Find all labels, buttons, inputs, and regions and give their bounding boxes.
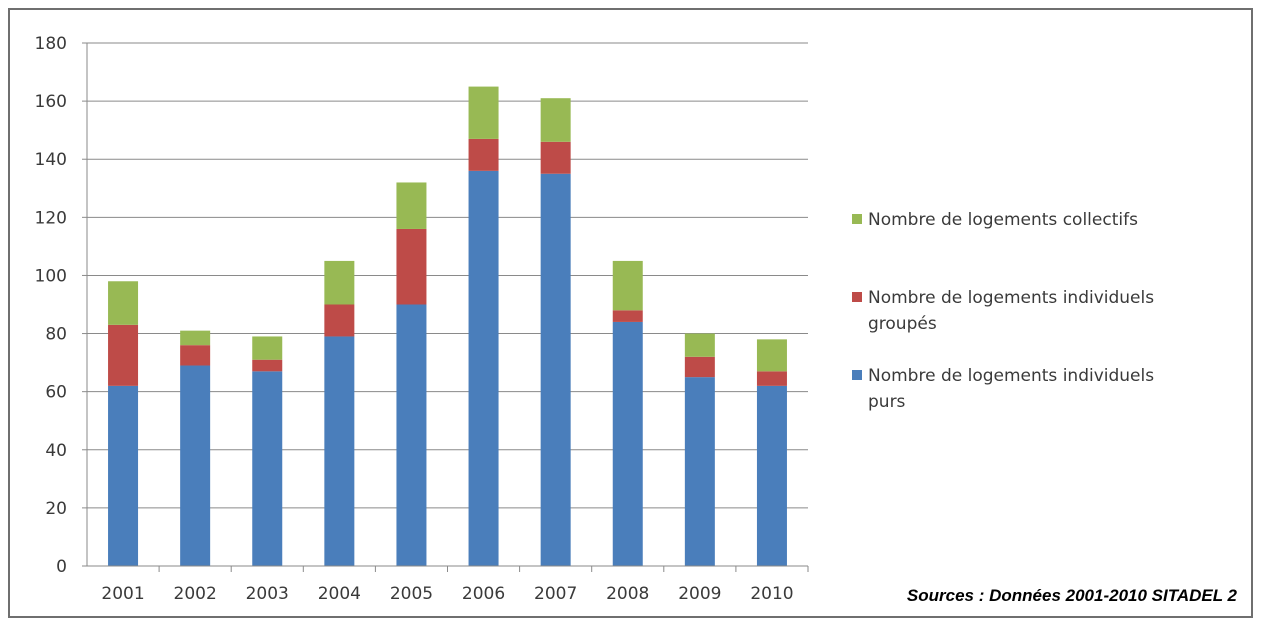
bar-2004-series-1 [324,304,355,337]
legend-label-series-0: Nombre de logements individuels purs [868,366,1154,412]
legend-swatch-series-0 [852,370,862,380]
x-tick-label-2006: 2006 [462,584,505,604]
bar-2009-series-2 [684,333,715,357]
x-tick-label-2002: 2002 [174,584,217,604]
bar-2003-series-0 [252,371,283,566]
bar-2002-series-2 [180,330,211,346]
bar-2004-series-0 [324,336,355,566]
bar-2006-series-1 [468,138,499,171]
bar-2008-series-0 [612,321,643,566]
stacked-bar-chart: 0 20 40 60 80 100 120 140 160 180 2001 2002 2003 2004… [35,34,1155,604]
bar-2010-series-1 [756,371,787,386]
bar-2010-series-2 [756,339,787,372]
y-tick-label-160: 160 [35,92,67,112]
y-tick-label-40: 40 [45,441,67,461]
bar-2001-series-1 [108,324,139,386]
y-tick-label-120: 120 [35,208,67,228]
y-tick-label-180: 180 [35,34,67,54]
x-tick-label-2005: 2005 [390,584,433,604]
bar-2010-series-0 [756,385,787,566]
bar-2001-series-2 [108,281,139,325]
bar-2004-series-2 [324,260,355,305]
bar-2002-series-0 [180,365,211,566]
axes: 0 20 40 60 80 100 120 140 160 180 2001 2002 2003 2004… [35,34,809,604]
y-tick-label-0: 0 [56,557,67,577]
legend-swatch-series-1 [852,292,862,302]
legend-label-series-2: Nombre de logements collectifs [868,210,1138,230]
x-tick-label-2009: 2009 [678,584,721,604]
chart-frame: 0 20 40 60 80 100 120 140 160 180 2001 2002 2003 2004… [8,8,1253,618]
bar-2005-series-2 [396,182,427,229]
bar-2009-series-0 [684,377,715,566]
x-tick-label-2001: 2001 [101,584,144,604]
y-tick-label-20: 20 [45,499,67,519]
legend-label-series-1: Nombre de logements individuels groupés [868,288,1154,334]
bar-2003-series-1 [252,359,283,372]
y-tick-label-100: 100 [35,266,67,286]
bar-2005-series-0 [396,304,427,566]
y-tick-label-80: 80 [45,325,67,345]
x-tick-label-2008: 2008 [606,584,649,604]
bar-2007-series-1 [540,141,571,174]
x-tick-label-2007: 2007 [534,584,577,604]
bars [108,86,787,566]
x-tick-label-2004: 2004 [318,584,361,604]
bar-2007-series-0 [540,173,571,566]
y-tick-label-140: 140 [35,150,67,170]
bar-2006-series-2 [468,86,499,139]
bar-2008-series-2 [612,260,643,311]
source-note: Sources : Données 2001-2010 SITADEL 2 [906,586,1237,605]
y-tick-label-60: 60 [45,383,67,403]
x-tick-label-2010: 2010 [750,584,793,604]
bar-2008-series-1 [612,310,643,322]
bar-2007-series-2 [540,98,571,142]
legend-swatch-series-2 [852,214,862,224]
bar-2001-series-0 [108,385,139,566]
bar-2003-series-2 [252,336,283,360]
bar-2005-series-1 [396,228,427,305]
legend: Nombre de logements collectifs Nombre de … [852,210,1154,412]
bar-2009-series-1 [684,356,715,378]
x-tick-label-2003: 2003 [246,584,289,604]
bar-2006-series-0 [468,170,499,566]
bar-2002-series-1 [180,345,211,366]
